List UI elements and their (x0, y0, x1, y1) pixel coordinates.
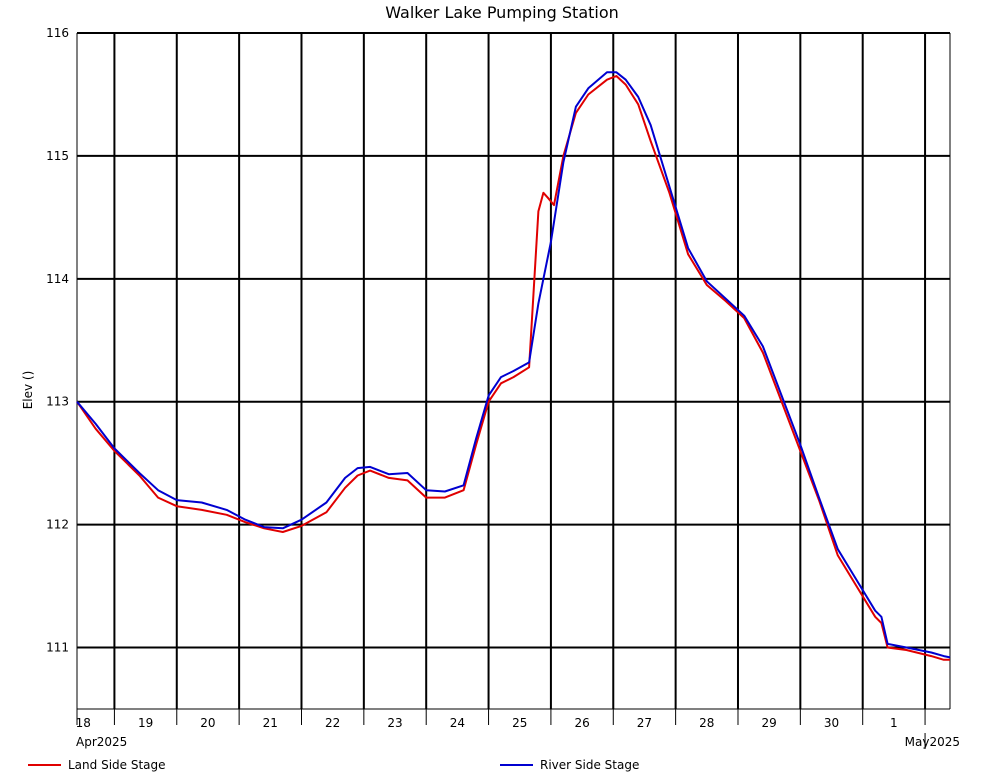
month-label: May2025 (905, 735, 960, 749)
x-tick-label: 25 (512, 716, 527, 730)
x-tick-label: 22 (325, 716, 340, 730)
series-line-land-side-stage (76, 75, 950, 661)
x-tick-label: 29 (762, 716, 777, 730)
x-tick-label: 19 (138, 716, 153, 730)
plot-area: 111 112 113 114 115 116 18 19 20 21 22 23 24 25 26 27 28… (46, 26, 960, 749)
legend-label: River Side Stage (540, 758, 639, 772)
x-tick-label: 23 (387, 716, 402, 730)
series-line-river-side-stage (76, 71, 951, 659)
x-tick-label: 1 (890, 716, 898, 730)
y-tick-label: 113 (46, 395, 69, 409)
x-tick-label: 27 (637, 716, 652, 730)
y-tick-label: 114 (46, 272, 69, 286)
x-tick-label: 18 (76, 716, 91, 730)
x-tick-label: 26 (574, 716, 589, 730)
chart-title: Walker Lake Pumping Station (385, 3, 619, 22)
x-tick-label: 21 (263, 716, 278, 730)
month-label: Apr2025 (76, 735, 127, 749)
x-tick-label: 24 (450, 716, 465, 730)
y-tick-label: 112 (46, 518, 69, 532)
legend-label: Land Side Stage (68, 758, 166, 772)
legend: Land Side Stage River Side Stage (28, 758, 639, 772)
x-tick-label: 20 (200, 716, 215, 730)
y-tick-label: 116 (46, 26, 69, 40)
y-tick-label: 111 (46, 641, 69, 655)
y-axis-label: Elev () (21, 371, 35, 410)
x-tick-label: 30 (824, 716, 839, 730)
x-tick-label: 28 (699, 716, 714, 730)
y-tick-label: 115 (46, 149, 69, 163)
